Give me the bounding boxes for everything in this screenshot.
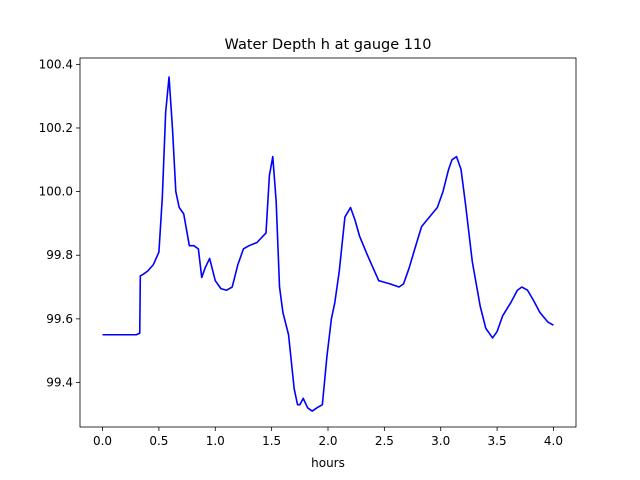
- y-tick-label: 99.8: [46, 248, 73, 262]
- x-tick-label: 1.0: [206, 434, 225, 448]
- y-tick-label: 99.4: [46, 375, 73, 389]
- y-tick-label: 100.4: [39, 57, 73, 71]
- chart-title: Water Depth h at gauge 110: [225, 37, 432, 53]
- x-tick-label: 1.5: [262, 434, 281, 448]
- x-tick-label: 0.0: [93, 434, 112, 448]
- x-axis-label: hours: [311, 456, 345, 470]
- x-axis: 0.0 0.5 1.0 1.5 2.0 2.5 3.0 3.5 4.0: [93, 427, 563, 448]
- x-tick-label: 4.0: [544, 434, 563, 448]
- x-tick-label: 2.5: [375, 434, 394, 448]
- x-tick-label: 3.5: [488, 434, 507, 448]
- x-tick-label: 2.0: [318, 434, 337, 448]
- y-tick-label: 100.0: [39, 185, 73, 199]
- x-tick-label: 0.5: [149, 434, 168, 448]
- x-tick-label: 3.0: [431, 434, 450, 448]
- y-tick-label: 99.6: [46, 312, 73, 326]
- y-axis: 99.4 99.6 99.8 100.0 100.2 100.4: [39, 57, 80, 389]
- y-tick-label: 100.2: [39, 121, 73, 135]
- series-line-water-depth: [102, 76, 554, 412]
